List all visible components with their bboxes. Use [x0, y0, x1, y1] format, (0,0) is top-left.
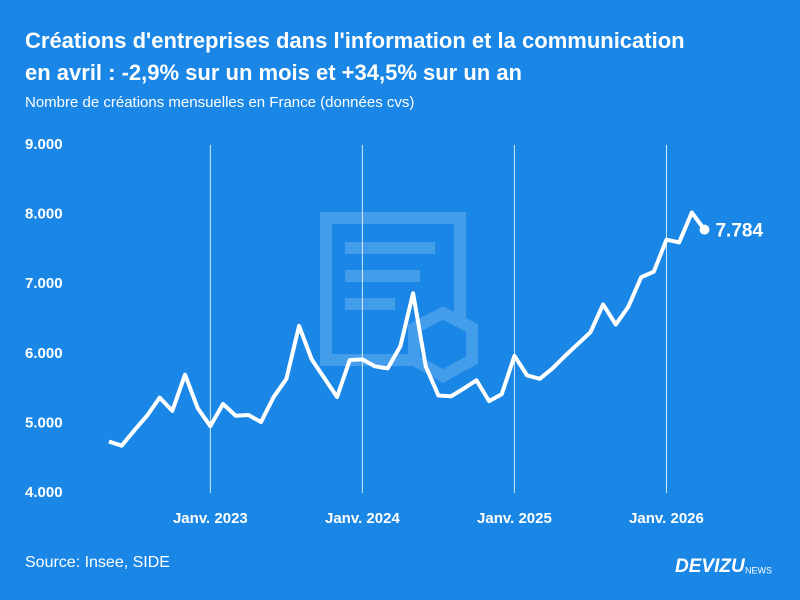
- line: [108, 210, 707, 448]
- chart-title: Créations d'entreprises dans l'informati…: [25, 28, 685, 53]
- brand: DEVIZU: [675, 556, 746, 577]
- y-tick-label: 8.000: [25, 206, 63, 223]
- chart-subtitle: Nombre de créations mensuelles en France…: [25, 94, 414, 111]
- y-tick-label: 9.000: [25, 136, 63, 153]
- y-tick-label: 7.000: [25, 275, 63, 292]
- x-tick-label: Janv. 2023: [173, 510, 248, 527]
- end-point: [699, 224, 710, 235]
- y-tick-label: 5.000: [25, 414, 63, 431]
- value-label: 7.784: [715, 221, 763, 242]
- x-tick-label: Janv. 2024: [325, 510, 400, 527]
- source: Source: Insee, SIDE: [25, 554, 170, 571]
- x-tick-label: Janv. 2026: [629, 510, 704, 527]
- brand-suffix: NEWS: [745, 565, 772, 575]
- x-tick-label: Janv. 2025: [477, 510, 552, 527]
- y-tick-label: 4.000: [25, 484, 63, 501]
- y-tick-label: 6.000: [25, 345, 63, 362]
- chart-title: en avril : -2,9% sur un mois et +34,5% s…: [25, 60, 522, 85]
